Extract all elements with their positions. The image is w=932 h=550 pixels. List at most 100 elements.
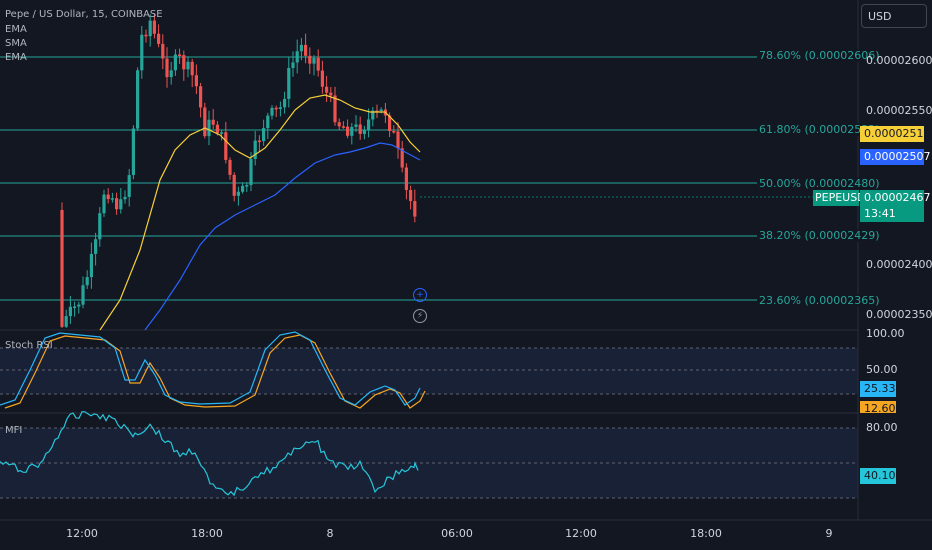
candle-body — [220, 132, 224, 134]
candle-body — [81, 285, 85, 305]
indicator-ema-1[interactable]: EMA — [5, 24, 27, 35]
symbol-title[interactable]: Pepe / US Dollar, 15, COINBASE — [5, 9, 163, 20]
candle-body — [392, 131, 396, 133]
mfi-value-tag: 40.10 — [860, 468, 896, 484]
candle-body — [262, 128, 266, 142]
candle-body — [333, 95, 337, 123]
add-alert-icon[interactable]: + — [413, 288, 427, 302]
candle-body — [186, 61, 190, 70]
price-tick: 0.00002600 — [866, 54, 932, 67]
candle-body — [350, 126, 354, 136]
candle-body — [157, 33, 161, 44]
candle-body — [123, 196, 127, 200]
mfi-tick: 80.00 — [866, 421, 898, 434]
candle-body — [346, 126, 350, 136]
indicator-sma[interactable]: SMA — [5, 38, 27, 49]
candle-body — [98, 213, 102, 240]
candle-body — [73, 306, 77, 308]
candle-body — [224, 132, 228, 160]
candle-body — [337, 122, 341, 127]
candle-body — [320, 70, 324, 87]
candle-body — [266, 115, 270, 129]
candle-body — [211, 119, 215, 125]
candle-body — [329, 92, 333, 96]
price-tick: 0.00002400 — [866, 258, 932, 271]
candle-body — [190, 61, 194, 76]
candle-body — [182, 55, 186, 70]
candle-body — [152, 20, 156, 34]
stoch-rsi-title[interactable]: Stoch RSI — [5, 340, 53, 351]
mfi-title[interactable]: MFI — [5, 425, 23, 436]
time-tick: 12:00 — [66, 527, 98, 540]
candle-body — [199, 86, 203, 108]
stoch-k-line — [0, 331, 421, 406]
candle-body — [89, 253, 93, 278]
candle-body — [371, 110, 375, 120]
stoch-tick: 50.00 — [866, 363, 898, 376]
candle-body — [396, 131, 400, 149]
candle-body — [404, 167, 408, 191]
candle-body — [409, 190, 413, 202]
candle-body — [60, 210, 64, 327]
price-tick: 0.00002350 — [866, 308, 932, 321]
candle-body — [400, 148, 404, 168]
candle-body — [194, 75, 198, 87]
currency-selector[interactable]: USD — [861, 4, 927, 28]
candle-body — [127, 175, 131, 197]
time-tick: 8 — [326, 527, 334, 540]
stoch-k-tag: 25.33 — [860, 381, 896, 397]
candle-body — [85, 277, 89, 286]
candle-body — [232, 174, 236, 196]
candle-body — [388, 115, 392, 132]
ema-line-yellow — [99, 94, 421, 331]
candle-body — [270, 107, 274, 116]
candle-body — [169, 70, 173, 78]
candle-body — [136, 70, 140, 129]
candle-body — [316, 57, 320, 71]
candle-body — [241, 185, 245, 192]
stoch-d-line — [4, 334, 426, 409]
stoch-d-tag: 12.60 — [860, 401, 896, 413]
candle-body — [299, 44, 303, 52]
last-price-tag: 0.00002467 13:41 — [860, 190, 931, 222]
candle-body — [312, 57, 316, 64]
candle-body — [249, 158, 253, 186]
candle-body — [379, 109, 383, 111]
time-tick: 06:00 — [441, 527, 473, 540]
candle-body — [362, 129, 366, 134]
candle-body — [257, 140, 261, 143]
candle-body — [215, 124, 219, 134]
stoch-band — [0, 348, 858, 394]
fib-label-618: 61.80% (0.00002532) — [757, 123, 882, 136]
candle-body — [358, 124, 362, 134]
candle-body — [165, 58, 169, 78]
ema-b-price-tag: 0.00002507 — [860, 149, 930, 165]
candle-body — [161, 43, 165, 59]
indicator-ema-2[interactable]: EMA — [5, 52, 27, 63]
candle-body — [341, 126, 345, 128]
lightning-icon[interactable]: ⚡ — [413, 309, 427, 323]
candle-body — [173, 54, 177, 71]
candle-body — [148, 20, 152, 37]
last-price: 0.00002467 — [864, 191, 931, 204]
time-tick: 18:00 — [690, 527, 722, 540]
candle-body — [178, 54, 182, 57]
candle-body — [304, 44, 308, 56]
fib-label-786: 78.60% (0.00002606) — [757, 49, 882, 62]
candle-body — [110, 198, 114, 200]
candle-body — [278, 107, 282, 110]
candle-body — [295, 51, 299, 63]
fib-label-382: 38.20% (0.00002429) — [757, 229, 882, 242]
candle-body — [106, 194, 110, 200]
candle-body — [245, 185, 249, 187]
candle-body — [291, 62, 295, 68]
candle-body — [413, 201, 417, 217]
candle-body — [253, 140, 257, 159]
time-tick: 18:00 — [191, 527, 223, 540]
candle-body — [94, 239, 98, 254]
candle-body — [308, 55, 312, 64]
ema-line-blue — [144, 142, 421, 331]
candle-body — [102, 194, 106, 214]
